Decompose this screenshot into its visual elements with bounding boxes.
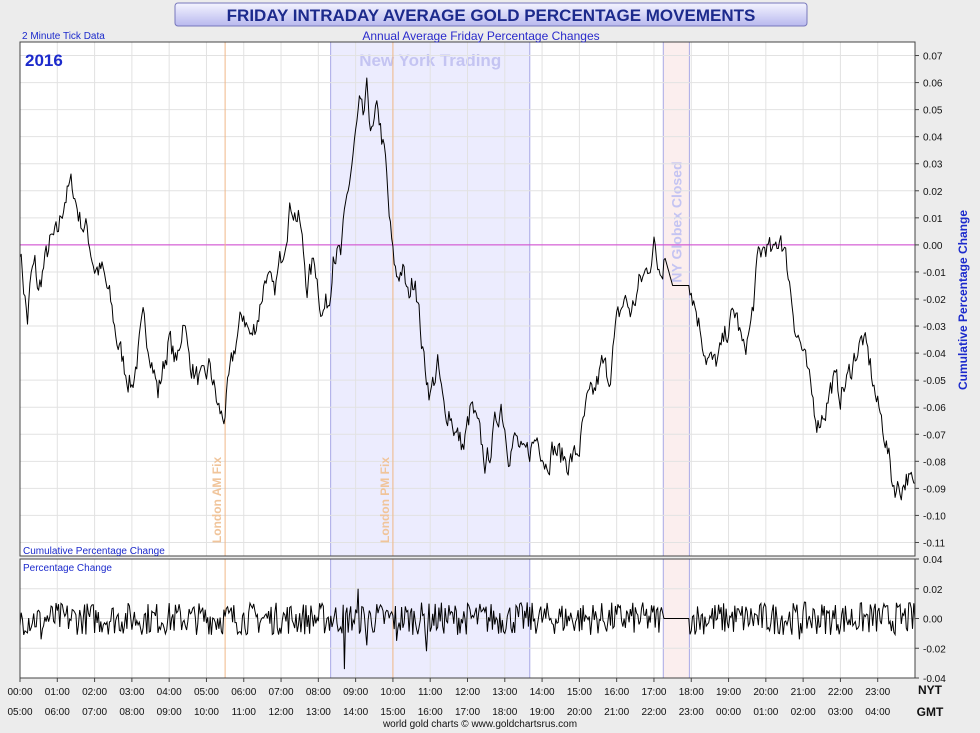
nyt-tick-label-9: 09:00 (343, 687, 368, 698)
year-label: 2016 (25, 51, 63, 70)
event-lines: London AM Fix London PM Fix (210, 42, 394, 678)
upper-tick-label-17: -0.10 (923, 511, 946, 522)
upper-tick-label-0: 0.07 (923, 52, 943, 63)
gmt-tick-label-14: 19:00 (530, 707, 555, 718)
nyt-tick-label-5: 05:00 (194, 687, 219, 698)
event-label-1: London PM Fix (378, 457, 392, 543)
gmt-tick-label-19: 00:00 (716, 707, 741, 718)
gmt-tick-label-16: 21:00 (604, 707, 629, 718)
nyt-tick-label-3: 03:00 (119, 687, 144, 698)
gmt-tick-label-7: 12:00 (269, 707, 294, 718)
tick-data-note: 2 Minute Tick Data (22, 31, 105, 42)
lower-tick-label-4: -0.04 (923, 674, 946, 685)
nyt-tick-label-0: 00:00 (7, 687, 32, 698)
gmt-tick-label-11: 16:00 (418, 707, 443, 718)
nyt-tick-label-21: 21:00 (791, 687, 816, 698)
gmt-tick-label-10: 15:00 (380, 707, 405, 718)
x-axis-ticks: 00:00 01:00 02:00 03:00 04:00 05:00 06:00 07:00… (7, 678, 891, 718)
nyt-tick-label-13: 13:00 (492, 687, 517, 698)
change-series (19, 588, 916, 670)
gmt-tick-label-3: 08:00 (119, 707, 144, 718)
gmt-tick-label-8: 13:00 (306, 707, 331, 718)
upper-tick-label-14: -0.07 (923, 430, 946, 441)
event-label-0: London AM Fix (210, 457, 224, 544)
lower-tick-label-1: 0.02 (923, 585, 943, 596)
gmt-tick-label-2: 07:00 (82, 707, 107, 718)
gmt-tick-label-9: 14:00 (343, 707, 368, 718)
upper-tick-label-10: -0.03 (923, 322, 946, 333)
gmt-tick-label-5: 10:00 (194, 707, 219, 718)
upper-tick-label-11: -0.04 (923, 349, 946, 360)
nyt-tick-label-15: 15:00 (567, 687, 592, 698)
upper-tick-label-2: 0.05 (923, 106, 943, 117)
gmt-tick-label-0: 05:00 (7, 707, 32, 718)
lower-panel-label: Percentage Change (23, 563, 112, 574)
nyt-tick-label-6: 06:00 (231, 687, 256, 698)
gmt-tick-label-4: 09:00 (157, 707, 182, 718)
y-axis-label: Cumulative Percentage Change (956, 210, 970, 390)
upper-tick-label-16: -0.09 (923, 484, 946, 495)
lower-tick-label-3: -0.02 (923, 644, 946, 655)
upper-tick-label-1: 0.06 (923, 79, 943, 90)
gmt-tick-label-21: 02:00 (791, 707, 816, 718)
y-axis-ticks: 0.07 0.06 0.05 0.04 0.03 0.02 0.01 0.00 -0.01 -0.… (915, 52, 946, 685)
gmt-tick-label-18: 23:00 (679, 707, 704, 718)
chart-subtitle: Annual Average Friday Percentage Changes (362, 29, 599, 43)
lower-tick-label-0: 0.04 (923, 555, 943, 566)
nyt-tick-label-4: 04:00 (157, 687, 182, 698)
gmt-tick-label-17: 22:00 (641, 707, 666, 718)
cumulative-line (19, 77, 916, 501)
nyt-tick-label-2: 02:00 (82, 687, 107, 698)
upper-tick-label-18: -0.11 (923, 538, 945, 549)
change-line (19, 588, 916, 670)
upper-tick-label-9: -0.02 (923, 295, 946, 306)
nyt-tick-label-19: 19:00 (716, 687, 741, 698)
cumulative-series (19, 77, 916, 501)
chart-title: FRIDAY INTRADAY AVERAGE GOLD PERCENTAGE … (227, 6, 756, 25)
gmt-tick-label-22: 03:00 (828, 707, 853, 718)
upper-tick-label-13: -0.06 (923, 403, 946, 414)
nyt-tick-label-7: 07:00 (269, 687, 294, 698)
nyt-tick-label-10: 10:00 (380, 687, 405, 698)
gmt-tick-label-13: 18:00 (492, 707, 517, 718)
upper-tick-label-5: 0.02 (923, 187, 943, 198)
gmt-row-label: GMT (917, 705, 944, 719)
gmt-tick-label-12: 17:00 (455, 707, 480, 718)
nyt-row-label: NYT (918, 683, 943, 697)
title-box (174, 2, 808, 27)
region-label-ny-globex-closed: NY Globex Closed (668, 161, 684, 282)
upper-tick-label-8: -0.01 (923, 268, 946, 279)
nyt-tick-label-23: 23:00 (865, 687, 890, 698)
upper-panel-label: Cumulative Percentage Change (23, 546, 165, 557)
nyt-tick-label-14: 14:00 (530, 687, 555, 698)
upper-tick-label-15: -0.08 (923, 457, 946, 468)
nyt-tick-label-22: 22:00 (828, 687, 853, 698)
upper-tick-label-4: 0.03 (923, 160, 943, 171)
footer-credit: world gold charts © www.goldchartsrus.co… (382, 719, 577, 730)
gmt-tick-label-6: 11:00 (232, 707, 257, 718)
nyt-tick-label-11: 11:00 (418, 687, 443, 698)
upper-tick-label-6: 0.01 (923, 214, 943, 225)
gmt-tick-label-15: 20:00 (567, 707, 592, 718)
upper-tick-label-3: 0.04 (923, 133, 943, 144)
upper-tick-label-7: 0.00 (923, 241, 943, 252)
nyt-tick-label-12: 12:00 (455, 687, 480, 698)
nyt-tick-label-18: 18:00 (679, 687, 704, 698)
gmt-tick-label-20: 01:00 (753, 707, 778, 718)
gmt-tick-label-1: 06:00 (45, 707, 70, 718)
nyt-tick-label-1: 01:00 (45, 687, 70, 698)
gmt-tick-label-23: 04:00 (865, 707, 890, 718)
nyt-tick-label-17: 17:00 (641, 687, 666, 698)
nyt-tick-label-20: 20:00 (753, 687, 778, 698)
nyt-tick-label-8: 08:00 (306, 687, 331, 698)
lower-tick-label-2: 0.00 (923, 615, 943, 626)
nyt-tick-label-16: 16:00 (604, 687, 629, 698)
upper-tick-label-12: -0.05 (923, 376, 946, 387)
